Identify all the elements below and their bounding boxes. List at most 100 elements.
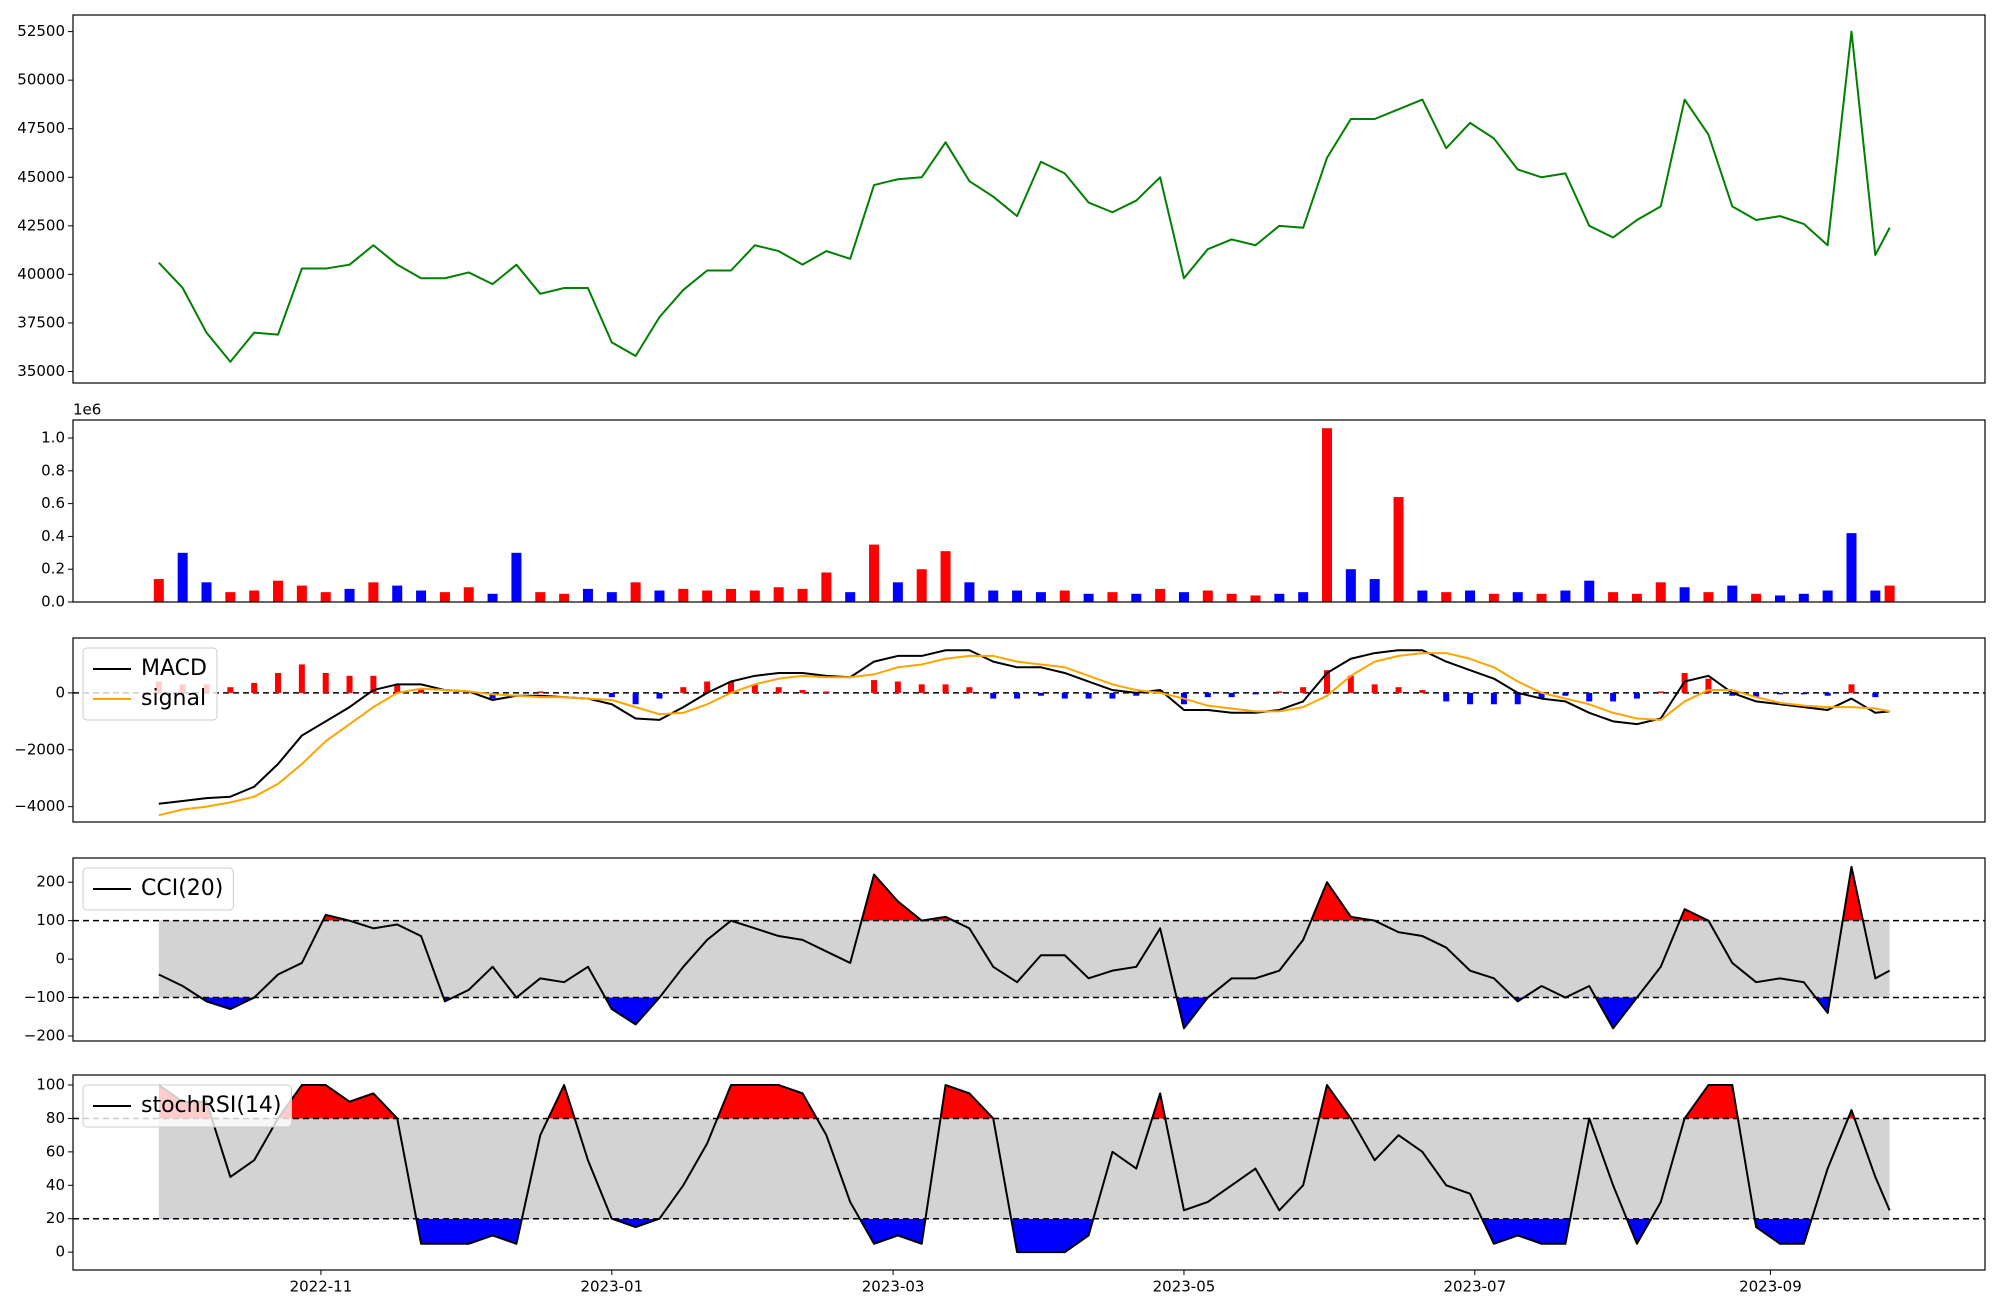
volume-bar	[296, 585, 307, 602]
y-tick-label: −4000	[14, 797, 65, 815]
histogram-bar	[227, 687, 234, 693]
fill-area	[158, 1085, 1890, 1119]
histogram-bar	[1014, 692, 1021, 699]
histogram-bar	[1848, 684, 1855, 693]
histogram-bar	[1395, 687, 1402, 693]
volume-bar	[1584, 580, 1595, 602]
histogram-bar	[1514, 692, 1521, 705]
y-tick-label: 1.0	[41, 429, 65, 447]
histogram-bar	[1157, 690, 1164, 693]
volume-bar	[416, 590, 427, 602]
volume-bar	[1822, 590, 1833, 602]
axes-frame	[72, 637, 1986, 823]
line	[158, 652, 1890, 817]
volume-bar	[797, 588, 808, 602]
x-tick-label: 2023-07	[1443, 1278, 1506, 1296]
volume-bar	[630, 582, 641, 602]
histogram-bar	[966, 687, 973, 693]
volume-bar	[1751, 593, 1762, 602]
line	[158, 1084, 1891, 1254]
volume-bar	[1798, 593, 1809, 602]
volume-bar	[773, 587, 784, 602]
y-tick-label: 37500	[17, 313, 65, 331]
x-tick-label: 2022-11	[290, 1278, 353, 1296]
volume-bar	[344, 588, 355, 602]
histogram-bar	[1776, 692, 1783, 695]
y-tick-label: −2000	[14, 740, 65, 758]
legend-label: stochRSI(14)	[141, 1093, 282, 1118]
histogram-bar	[370, 675, 377, 693]
y-tick-label: −200	[24, 1027, 65, 1045]
volume-bar	[249, 590, 260, 602]
y-tick-label: 100	[36, 1076, 65, 1094]
y-tick-label: 52500	[17, 22, 65, 40]
volume-bar	[463, 587, 474, 602]
y-tick-label: 35000	[17, 362, 65, 380]
histogram-bar	[1467, 692, 1474, 705]
volume-bar	[845, 592, 856, 602]
volume-bar	[988, 590, 999, 602]
y-tick-label: 0.0	[41, 593, 65, 611]
axes-frame	[72, 857, 1986, 1042]
volume-bar	[1631, 593, 1642, 602]
volume-bar	[1345, 569, 1356, 602]
y-tick-label: 0.6	[41, 494, 65, 512]
volume-bar	[1298, 592, 1309, 602]
volume-bar	[368, 582, 379, 602]
y-tick-label: 50000	[17, 71, 65, 89]
histogram-bar	[1371, 684, 1378, 693]
volume-bar	[1870, 590, 1881, 602]
volume-bar	[1322, 428, 1333, 602]
histogram-bar	[251, 682, 258, 693]
volume-bar	[1608, 592, 1619, 602]
volume-bar	[511, 552, 522, 602]
volume-bar	[1059, 590, 1070, 602]
legend-box	[82, 867, 234, 911]
volume-bar	[225, 592, 236, 602]
volume-bar	[606, 592, 617, 602]
legend-box	[82, 1084, 292, 1128]
axes-frame	[72, 14, 1986, 384]
histogram-bar	[918, 684, 925, 693]
histogram-bar	[275, 672, 282, 693]
histogram-bar	[1562, 692, 1569, 696]
volume-bar	[1655, 582, 1666, 602]
histogram-bar	[346, 675, 353, 693]
band	[158, 920, 1890, 998]
volume-bar	[1107, 592, 1118, 602]
histogram-bar	[656, 692, 663, 699]
volume-bar	[1488, 593, 1499, 602]
panel	[153, 428, 1895, 602]
histogram-bar	[1347, 675, 1354, 693]
offset-label: 1e6	[73, 401, 101, 419]
y-tick-label: 45000	[17, 168, 65, 186]
volume-bar	[1884, 585, 1895, 602]
volume-bar	[559, 593, 570, 602]
histogram-bar	[1610, 692, 1617, 702]
volume-bar	[678, 588, 689, 602]
volume-bar	[725, 588, 736, 602]
volume-bar	[582, 588, 593, 602]
histogram-bar	[1204, 692, 1211, 698]
histogram-bar	[751, 684, 758, 693]
volume-bar	[654, 590, 665, 602]
y-tick-label: −100	[24, 988, 65, 1006]
volume-bar	[1178, 592, 1189, 602]
legend-label: CCI(20)	[141, 876, 223, 901]
volume-bar	[153, 579, 164, 602]
volume-bar	[1727, 585, 1738, 602]
histogram-bar	[1872, 692, 1879, 698]
histogram-bar	[1324, 670, 1331, 693]
y-tick-label: 0.8	[41, 461, 65, 479]
histogram-bar	[608, 692, 615, 698]
x-tick-label: 2023-01	[580, 1278, 643, 1296]
panel	[73, 865, 1985, 1030]
histogram-bar	[322, 672, 329, 693]
volume-bar	[392, 585, 403, 602]
volume-bar	[320, 592, 331, 602]
volume-bar	[1560, 590, 1571, 602]
histogram-bar	[1276, 691, 1283, 693]
band	[158, 1118, 1890, 1219]
y-tick-label: 42500	[17, 216, 65, 234]
volume-bar	[1441, 592, 1452, 602]
